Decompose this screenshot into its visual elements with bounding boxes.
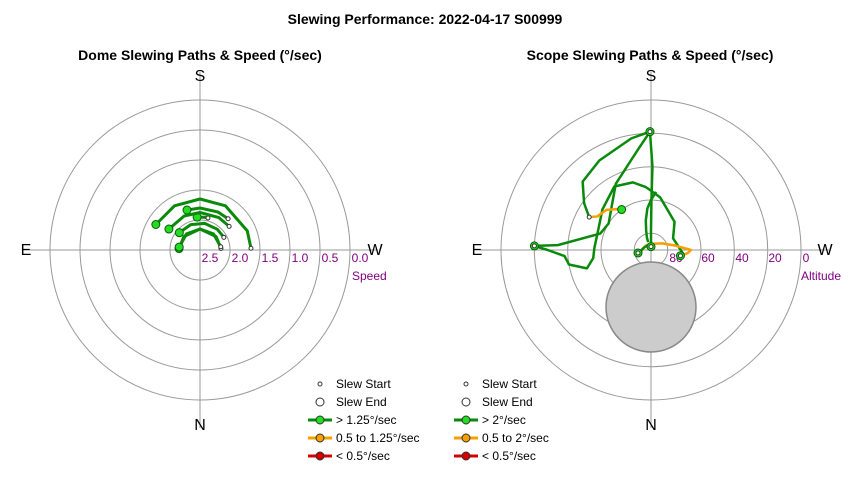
- scope-slew-start-marker: [531, 243, 537, 249]
- scope-slew-start-marker: [648, 244, 654, 250]
- dome-slew-end-marker: [218, 244, 224, 250]
- dome-legend-label: 0.5 to 1.25°/sec: [336, 431, 420, 445]
- scope-obstruction-disc: [605, 261, 697, 353]
- dome-slew-start-marker: [164, 224, 174, 234]
- scope-legend-label: Slew Start: [482, 377, 537, 391]
- scope-chart-title: Scope Slewing Paths & Speed (°/sec): [527, 47, 774, 63]
- scope-slew-path: [581, 130, 651, 218]
- dome-tick-label: 1.5: [262, 251, 279, 265]
- scope-legend-label: 0.5 to 2°/sec: [482, 431, 549, 445]
- scope-legend: Slew Start Slew End > 2°/sec 0.5 to 2°/sec <…: [454, 377, 549, 463]
- dome-polar-grid: [22, 72, 378, 428]
- scope-tick-label: 20: [768, 251, 782, 265]
- scope-compass-n: N: [645, 417, 657, 434]
- dome-slew-path: [167, 211, 231, 231]
- dome-slew-end-marker: [225, 216, 231, 222]
- dome-slew-end-marker: [226, 223, 232, 229]
- scope-compass-w: W: [817, 242, 833, 259]
- scope-legend-label: > 2°/sec: [482, 413, 526, 427]
- dome-tick-label: 0.5: [322, 251, 339, 265]
- dome-axis-label: Speed: [352, 269, 387, 283]
- dome-compass-s: S: [195, 68, 206, 85]
- scope-slew-path: [534, 181, 684, 270]
- dome-slew-end-marker: [205, 215, 211, 221]
- dome-compass-e: E: [21, 242, 32, 259]
- dome-tick-label: 2.5: [202, 251, 219, 265]
- dome-radial-ticks: 2.5 2.0 1.5 1.0 0.5 0.0 Speed: [202, 251, 387, 283]
- dome-slew-start-marker: [151, 220, 161, 229]
- figure-title: Slewing Performance: 2022-04-17 S00999: [288, 11, 563, 27]
- dome-slew-start-marker: [182, 205, 192, 215]
- dome-compass-w: W: [367, 242, 383, 259]
- dome-legend-label: > 1.25°/sec: [336, 413, 397, 427]
- dome-tick-label: 0.0: [352, 251, 369, 265]
- dome-legend-start-marker: [317, 381, 323, 387]
- dome-slew-start-marker: [174, 242, 184, 252]
- scope-radial-ticks: 80 60 40 20 0 Altitude: [669, 251, 841, 283]
- scope-tick-label: 0: [803, 251, 810, 265]
- scope-slew-end-marker: [617, 205, 627, 215]
- scope-legend-marker-fast: [461, 415, 471, 425]
- scope-axis-label: Altitude: [801, 269, 841, 283]
- dome-slew-end-marker: [221, 234, 227, 240]
- scope-chart: Scope Slewing Paths & Speed (°/sec) S N …: [454, 47, 841, 463]
- dome-compass-n: N: [194, 417, 206, 434]
- dome-paths: [151, 197, 254, 254]
- dome-legend: Slew Start Slew End > 1.25°/sec 0.5 to 1.25…: [308, 377, 420, 463]
- dome-slew-path: [177, 227, 223, 249]
- scope-legend-start-marker: [463, 381, 469, 387]
- scope-legend-label: Slew End: [482, 395, 533, 409]
- dome-legend-label: < 0.5°/sec: [336, 449, 390, 463]
- scope-slew-start-marker: [647, 129, 653, 135]
- dome-legend-marker-slow: [315, 451, 325, 461]
- dome-chart-title: Dome Slewing Paths & Speed (°/sec): [78, 47, 322, 63]
- dome-slew-path: [154, 197, 253, 250]
- dome-tick-label: 1.0: [292, 251, 309, 265]
- dome-chart: Dome Slewing Paths & Speed (°/sec) S N E…: [21, 47, 420, 463]
- scope-compass-s: S: [646, 68, 657, 85]
- dome-legend-marker-medium: [315, 433, 325, 443]
- scope-slew-start-marker: [677, 253, 683, 259]
- scope-tick-label: 40: [735, 251, 749, 265]
- dome-legend-label: Slew Start: [336, 377, 391, 391]
- scope-legend-end-marker: [461, 397, 471, 407]
- dome-slew-start-marker: [174, 228, 184, 238]
- scope-slew-path: [644, 191, 658, 243]
- scope-legend-marker-slow: [461, 451, 471, 461]
- scope-tick-label: 60: [701, 251, 715, 265]
- dome-legend-label: Slew End: [336, 395, 387, 409]
- scope-legend-label: < 0.5°/sec: [482, 449, 536, 463]
- scope-compass-e: E: [472, 242, 483, 259]
- scope-slew-path: [534, 130, 652, 248]
- scope-legend-marker-medium: [461, 433, 471, 443]
- scope-slew-start-marker: [586, 214, 592, 220]
- dome-legend-end-marker: [315, 397, 325, 407]
- dome-tick-label: 2.0: [232, 251, 249, 265]
- scope-paths: [529, 127, 693, 270]
- scope-slew-start-marker: [635, 250, 641, 256]
- dome-slew-end-marker: [248, 245, 254, 251]
- dome-slew-path: [177, 221, 226, 239]
- scope-obstruction: [605, 261, 697, 353]
- dome-slew-path: [185, 206, 230, 221]
- dome-legend-marker-fast: [315, 415, 325, 425]
